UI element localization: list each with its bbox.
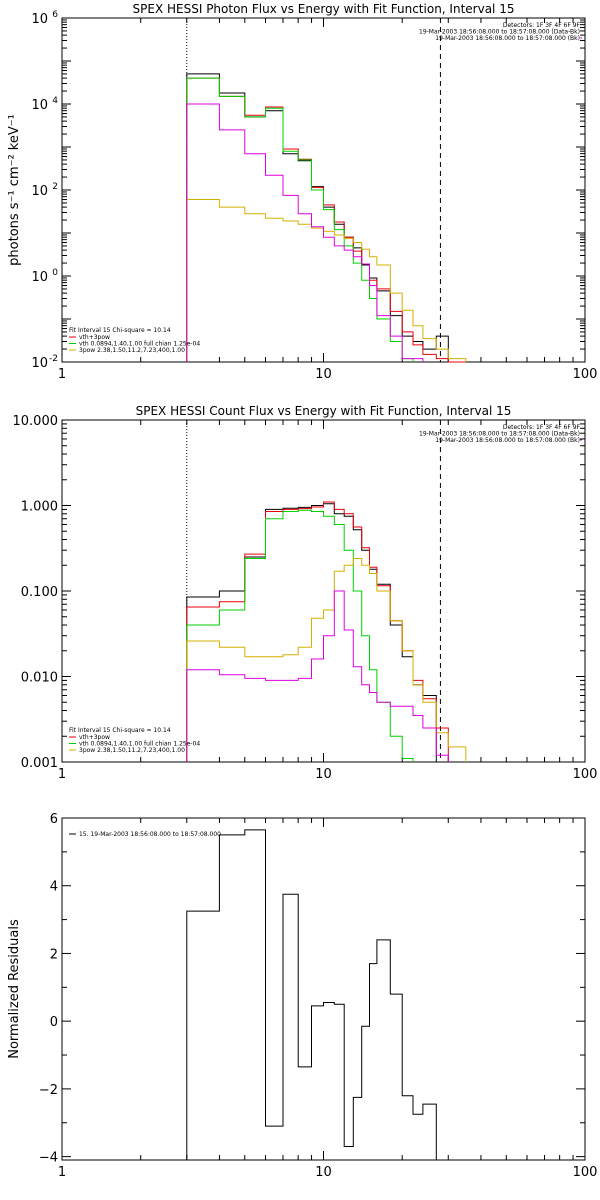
- header-info-line: Detectors: 1F 3F 4F 6F 9F: [503, 424, 581, 431]
- series-line-3: [186, 199, 467, 362]
- y-tick-label: 0: [50, 1015, 58, 1030]
- y-tick-exponent: -2: [49, 354, 58, 364]
- y-tick-exponent: 2: [52, 182, 58, 192]
- y-tick-label: 0.001: [21, 756, 58, 771]
- plot-frame: [61, 817, 586, 1161]
- legend-label: vth+3pow: [79, 334, 110, 341]
- series-line-3: [186, 558, 467, 762]
- x-tick-label: 1: [58, 367, 66, 382]
- series-line-0: [186, 73, 466, 363]
- series-line-2: [186, 77, 414, 362]
- y-tick-label: 10: [31, 184, 48, 199]
- series-line-1: [186, 77, 466, 363]
- y-tick-exponent: 6: [52, 10, 58, 20]
- y-tick-label: 10: [31, 98, 48, 113]
- chart-title: SPEX HESSI Count Flux vs Energy with Fit…: [136, 404, 512, 418]
- residuals-panel: 1 10 100 −4 −2 0 2 4 6 Normalized Residuals 15. 19…: [7, 812, 597, 1180]
- series-line-4: [186, 590, 449, 762]
- x-tick-label: 1: [58, 767, 66, 782]
- header-info-line: 19-Mar-2003 18:56:08.000 to 18:57:08.000…: [419, 431, 580, 438]
- y-tick-label: 6: [50, 812, 58, 827]
- y-tick-label: 2: [50, 947, 58, 962]
- header-info-line: 19-Mar-2003 18:56:08.000 to 18:57:08.000…: [435, 437, 580, 444]
- y-tick-label: 0.100: [21, 585, 58, 600]
- count-flux-panel: 1 10 100 0.001 0.010 0.100 1.000 10.000 SPEX HES…: [13, 404, 598, 782]
- y-axis-label: photons s⁻¹ cm⁻² keV⁻¹: [7, 114, 22, 266]
- x-tick-label: 100: [573, 1165, 598, 1180]
- legend-label: 3pow 2.38,1.50,11.2,7.23,400,1.00: [79, 747, 185, 754]
- x-tick-label: 100: [573, 767, 598, 782]
- legend-label: 3pow 2.38,1.50,11.2,7.23,400,1.00: [79, 347, 185, 354]
- series-line-2: [186, 509, 414, 762]
- legend-header: Fit Interval 15 Chi-square = 10.14: [69, 327, 171, 334]
- chart-title: SPEX HESSI Photon Flux vs Energy with Fi…: [133, 2, 515, 16]
- y-axis-label: Normalized Residuals: [7, 919, 22, 1059]
- y-tick-label: −4: [39, 1151, 58, 1166]
- header-info-line: 19-Mar-2003 18:56:08.000 to 18:57:08.000…: [435, 35, 580, 42]
- series-line-0: [186, 829, 437, 1160]
- legend-label: vth+3pow: [79, 734, 110, 741]
- legend-label: vth 0.0894,1.40,1.00 full chian 1.25e-04: [79, 341, 200, 348]
- y-tick-label: 10: [31, 12, 48, 27]
- y-tick-label: −2: [39, 1083, 58, 1098]
- series-line-4: [186, 103, 424, 362]
- x-tick-label: 100: [573, 367, 598, 382]
- legend-header: Fit Interval 15 Chi-square = 10.14: [69, 727, 171, 734]
- y-tick-label: 0.010: [21, 671, 58, 686]
- y-tick-label: 10: [31, 270, 48, 285]
- legend-label: 15. 19-Mar-2003 18:56:08.000 to 18:57:08…: [79, 831, 221, 838]
- series-line-1: [186, 501, 449, 762]
- y-tick-label: 10.000: [13, 414, 59, 429]
- header-info-line: Detectors: 1F 3F 4F 6F 9F: [503, 22, 581, 29]
- y-tick-label: 4: [50, 880, 58, 895]
- header-info-line: 19-Mar-2003 18:56:08.000 to 18:57:08.000…: [419, 29, 580, 36]
- y-tick-label: 10: [31, 356, 48, 371]
- x-tick-label: 10: [315, 1165, 332, 1180]
- x-tick-label: 10: [315, 367, 332, 382]
- y-tick-label: 1.000: [21, 500, 58, 515]
- x-tick-label: 10: [315, 767, 332, 782]
- plot-frame: [61, 419, 586, 763]
- y-tick-exponent: 0: [52, 268, 58, 278]
- y-tick-exponent: 4: [52, 96, 58, 106]
- x-tick-label: 1: [58, 1165, 66, 1180]
- legend-label: vth 0.0894,1.40,1.00 full chian 1.25e-04: [79, 741, 200, 748]
